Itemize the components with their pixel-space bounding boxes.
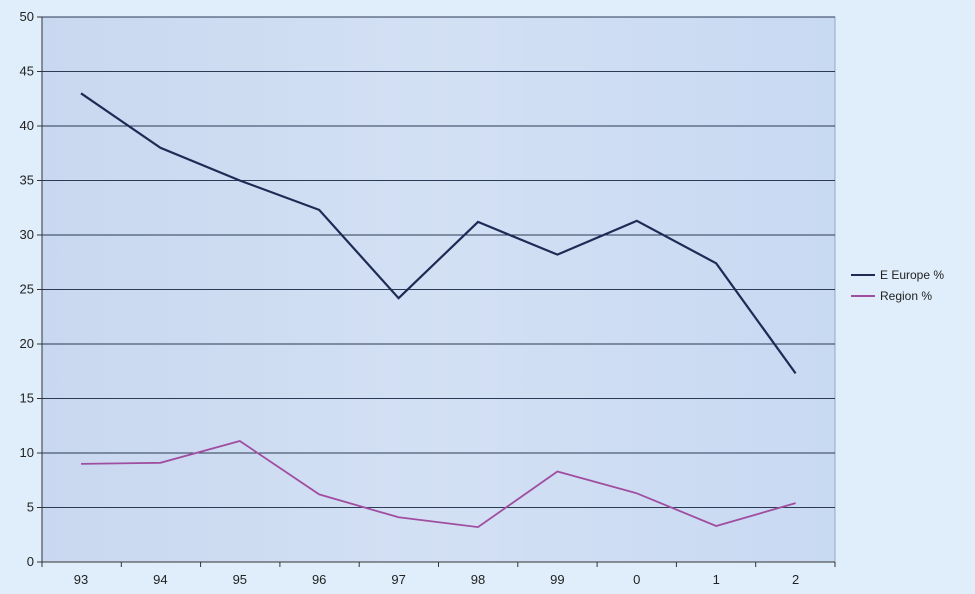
- x-tick-label: 95: [233, 572, 247, 587]
- gridlines: [42, 16, 835, 508]
- legend-label: E Europe %: [880, 268, 944, 282]
- series-line-region: [80, 440, 796, 529]
- series-line-e-europe: [80, 92, 797, 375]
- x-tick-label: 99: [550, 572, 564, 587]
- legend-label: Region %: [880, 289, 932, 303]
- x-tick-label: 1: [713, 572, 720, 587]
- x-tick-label: 97: [391, 572, 405, 587]
- y-tick-label: 50: [20, 9, 34, 24]
- x-tick-label: 98: [471, 572, 485, 587]
- x-tick-label: 96: [312, 572, 326, 587]
- y-tick-label: 10: [20, 445, 34, 460]
- x-tick-label: 2: [792, 572, 799, 587]
- x-tick-label: 93: [74, 572, 88, 587]
- y-tick-label: 45: [20, 64, 34, 79]
- axes: 0 5 10 15 20 25 30 35 40 45 50 93 94 95 96 97 98 99 0 1 2: [20, 9, 836, 587]
- y-tick-label: 40: [20, 118, 34, 133]
- x-tick-label: 0: [633, 572, 640, 587]
- y-tick-label: 20: [20, 336, 34, 351]
- y-tick-label: 0: [27, 554, 34, 569]
- y-tick-label: 5: [27, 500, 34, 515]
- x-tick-label: 94: [153, 572, 167, 587]
- y-tick-label: 35: [20, 173, 34, 188]
- y-tick-label: 25: [20, 282, 34, 297]
- y-tick-label: 15: [20, 391, 34, 406]
- legend: E Europe % Region %: [851, 268, 944, 303]
- series-group: [80, 92, 797, 529]
- y-tick-label: 30: [20, 227, 34, 242]
